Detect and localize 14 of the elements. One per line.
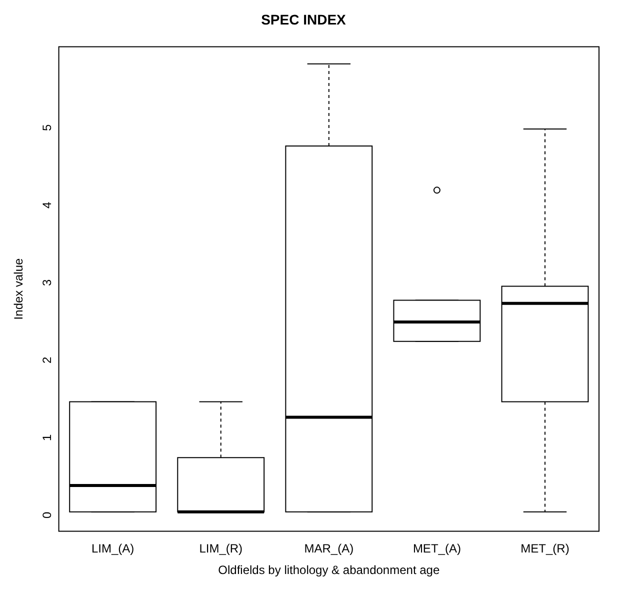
x-axis-title: Oldfields by lithology & abandonment age — [218, 563, 440, 578]
y-tick-label: 1 — [40, 434, 54, 442]
y-axis-title: Index value — [12, 258, 26, 320]
chart-title: SPEC INDEX — [261, 11, 347, 28]
x-tick-label: LIM_(R) — [199, 542, 243, 556]
y-tick-label: 3 — [40, 279, 54, 286]
y-tick-label: 0 — [40, 512, 54, 519]
y-tick-label: 4 — [40, 201, 54, 208]
x-tick-label: MAR_(A) — [304, 542, 354, 556]
x-tick-label: LIM_(A) — [91, 542, 134, 556]
x-tick-label: MET_(R) — [520, 542, 570, 556]
y-tick-label: 5 — [40, 124, 54, 131]
x-tick-label: MET_(A) — [412, 542, 461, 556]
y-tick-label: 2 — [40, 356, 54, 364]
